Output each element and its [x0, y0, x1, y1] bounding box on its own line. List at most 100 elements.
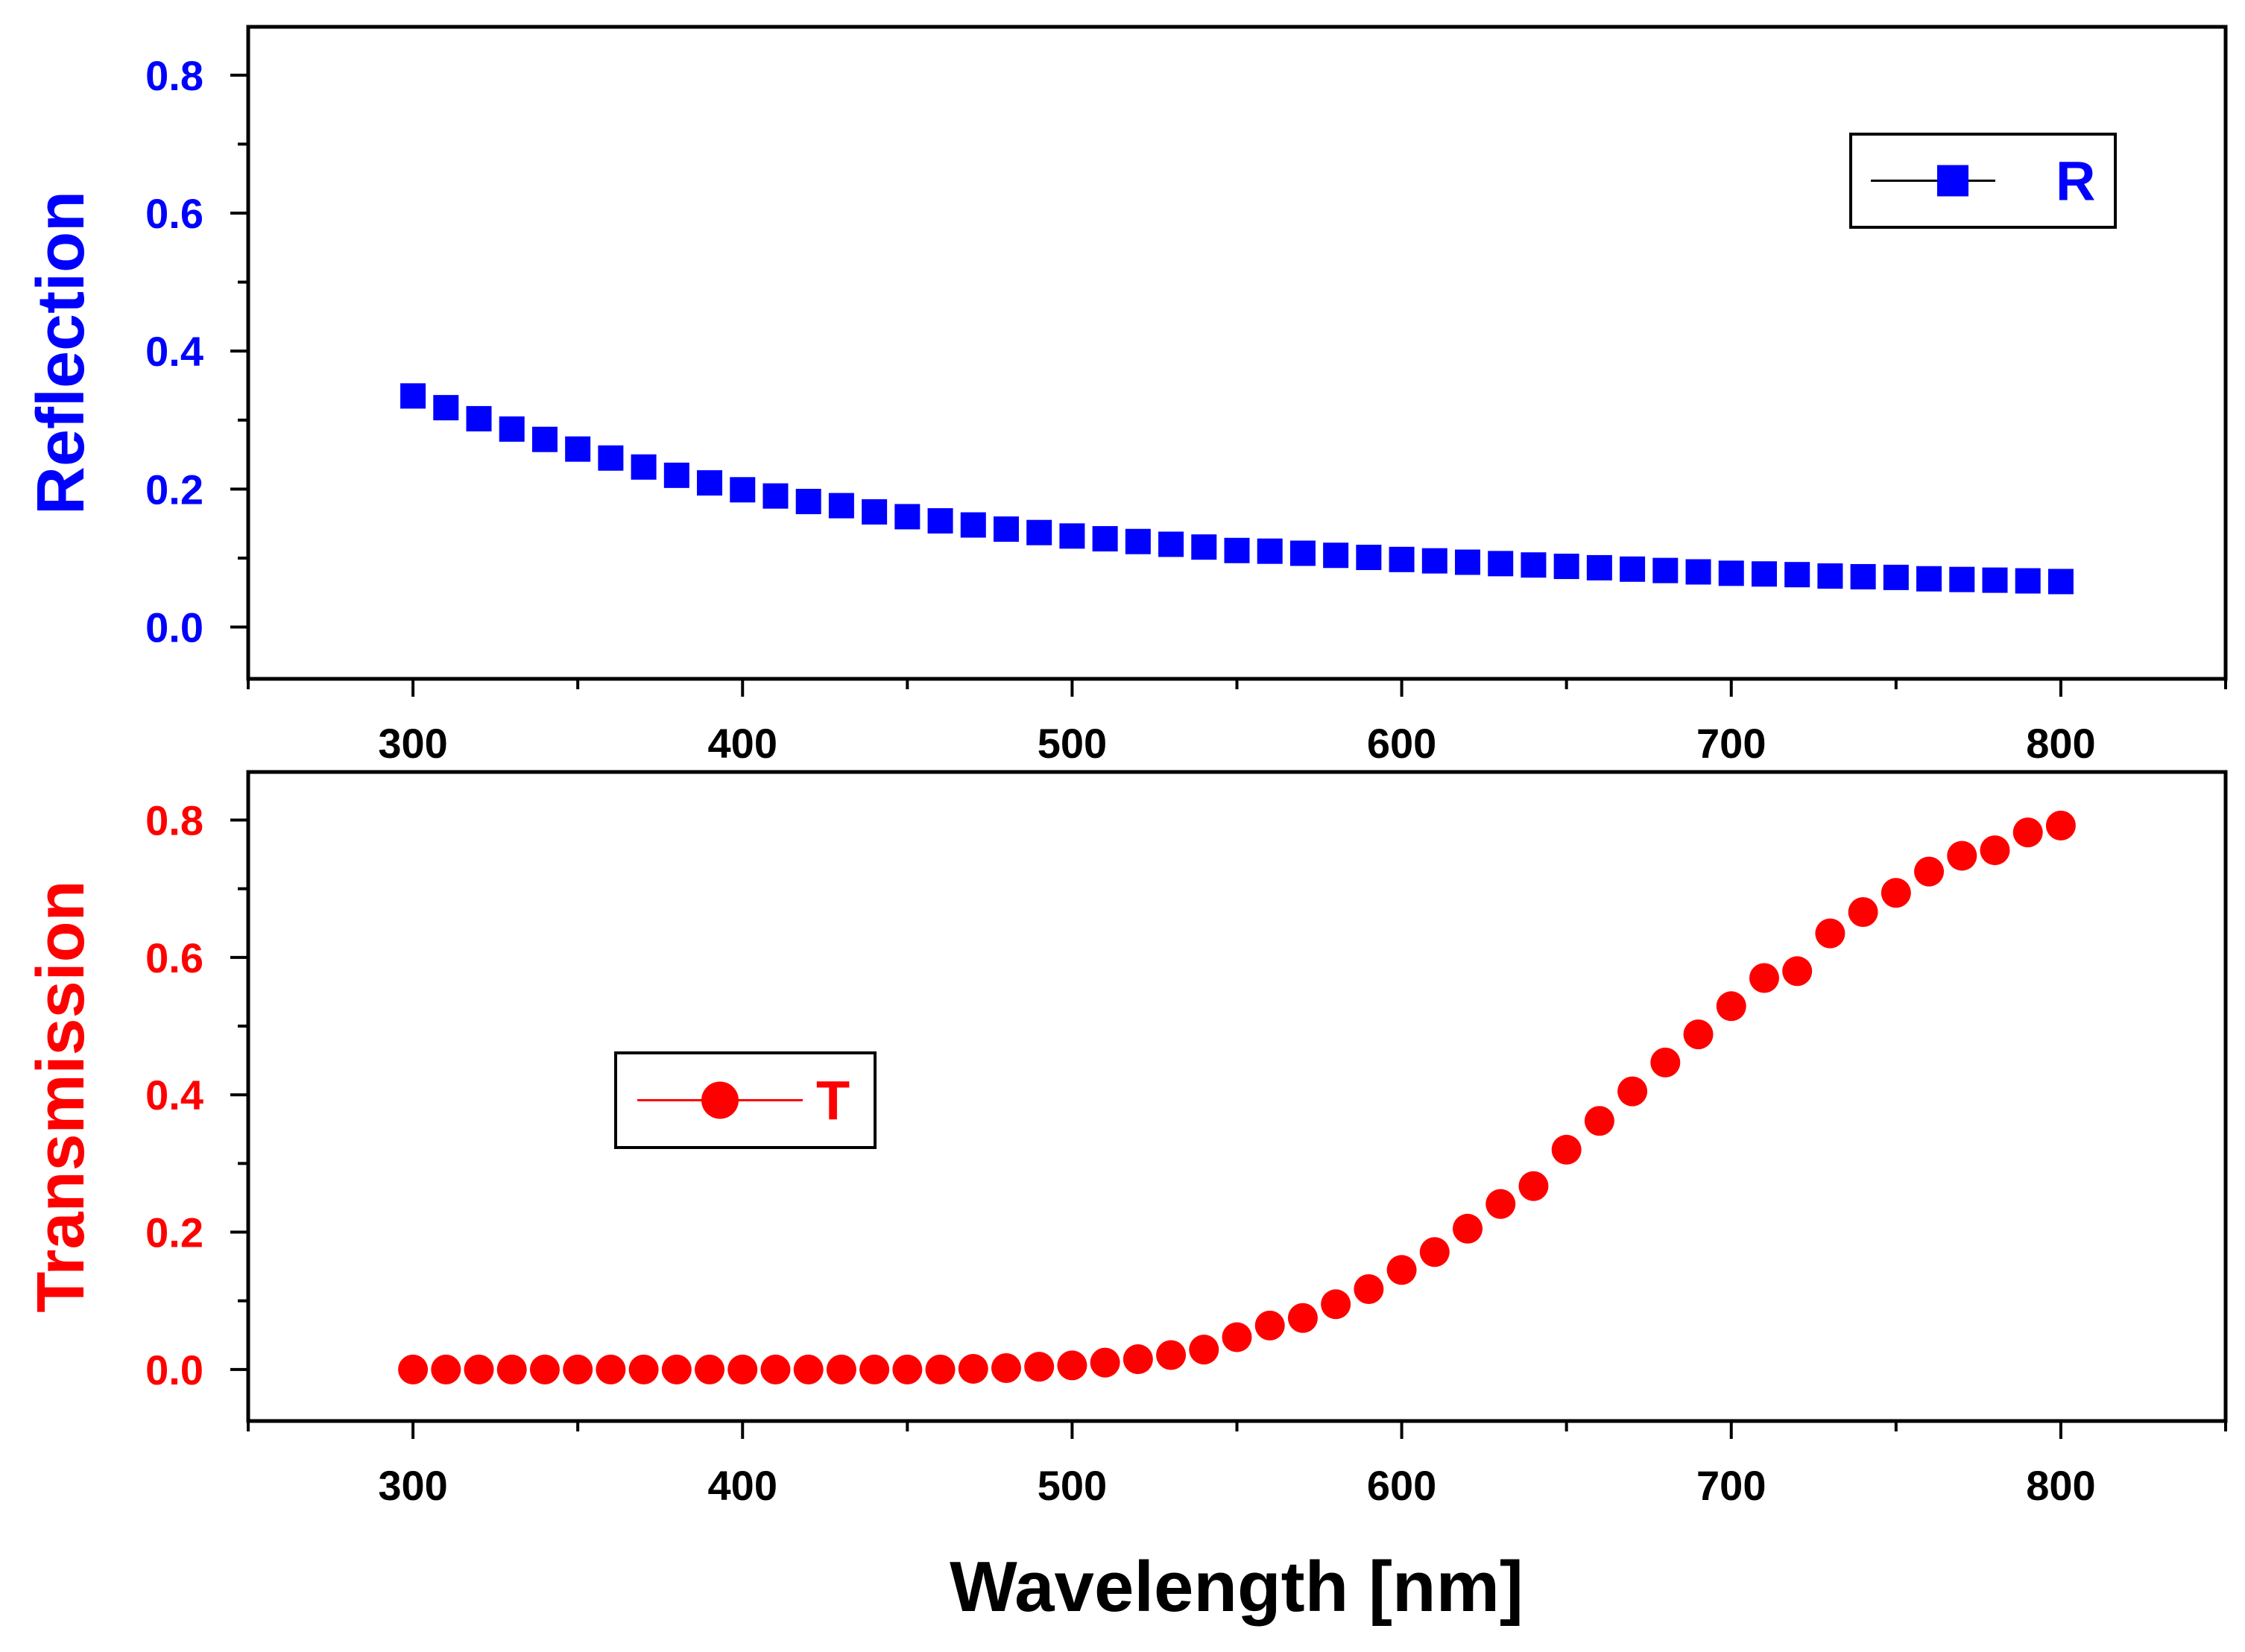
data-point: [1254, 1310, 1285, 1341]
data-point: [529, 1354, 560, 1384]
data-point: [1257, 538, 1283, 564]
data-point: [1419, 1237, 1450, 1268]
data-point: [631, 454, 657, 480]
legend-label: T: [816, 1070, 850, 1132]
data-point: [1883, 564, 1909, 590]
data-point: [1751, 561, 1777, 587]
data-point: [762, 483, 789, 509]
data-point: [1617, 1076, 1648, 1107]
data-point: [1784, 562, 1810, 588]
y-axis-label: Reflection: [24, 191, 98, 515]
data-point: [826, 1354, 856, 1384]
data-point: [398, 1354, 429, 1384]
data-point: [565, 436, 591, 462]
data-point: [795, 489, 821, 515]
data-point: [663, 462, 689, 488]
data-point: [661, 1354, 692, 1384]
data-point: [1024, 1352, 1055, 1382]
data-point: [1650, 1047, 1681, 1077]
data-point: [1982, 567, 2008, 593]
x-tick-label: 800: [2026, 1462, 2095, 1509]
data-point: [496, 1354, 527, 1384]
data-point: [1356, 545, 1382, 571]
data-point: [499, 416, 525, 442]
y-axis-label: Transmission: [24, 880, 98, 1312]
y-tick-label: 0.8: [145, 797, 203, 844]
data-point: [828, 493, 854, 519]
data-point: [1222, 1322, 1252, 1352]
transmission-panel: 300 400 500 600 700 800 0.0 0.2 0.4 0.6 0.8 Transmi…: [24, 770, 2228, 1509]
data-point: [1949, 566, 1975, 592]
data-point: [628, 1354, 659, 1384]
y-tick-label: 0.0: [145, 1346, 203, 1393]
data-point: [1584, 1106, 1614, 1136]
data-point: [1518, 1171, 1549, 1201]
y-tick-label: 0.0: [145, 604, 203, 651]
data-point: [1287, 1303, 1318, 1333]
y-tick-label: 0.2: [145, 1209, 203, 1256]
legend: R: [1849, 133, 2117, 229]
data-point: [1455, 549, 1481, 575]
x-tick-label: 600: [1367, 1462, 1436, 1509]
data-point: [1881, 878, 1911, 908]
data-point: [1224, 537, 1250, 563]
data-point: [1323, 542, 1349, 569]
y-tick-label: 0.6: [145, 190, 203, 237]
data-point: [727, 1354, 758, 1384]
data-point: [695, 1354, 725, 1384]
data-point: [433, 395, 459, 421]
data-point: [1716, 991, 1746, 1022]
x-tick-label: 400: [708, 720, 777, 767]
data-point: [1453, 1213, 1483, 1244]
data-point: [892, 1354, 923, 1384]
data-point: [2045, 810, 2076, 841]
data-point: [464, 1354, 494, 1384]
data-point: [1980, 835, 2010, 866]
data-point: [1090, 1347, 1120, 1378]
data-point: [793, 1354, 824, 1384]
data-point: [466, 405, 492, 431]
x-tick-label: 800: [2026, 720, 2095, 767]
x-tick-label: 300: [378, 720, 447, 767]
data-point: [1850, 563, 1876, 589]
data-point: [1782, 956, 1813, 987]
data-point: [1421, 548, 1447, 574]
data-point: [1848, 897, 1878, 928]
data-point: [1354, 1274, 1384, 1305]
data-point: [1122, 1344, 1153, 1375]
y-tick-label: 0.2: [145, 466, 203, 513]
data-point: [925, 1354, 956, 1384]
data-point: [993, 516, 1019, 542]
legend: T: [614, 1051, 877, 1149]
x-axis-label: Wavelength [nm]: [950, 1547, 1523, 1627]
data-point: [1916, 566, 1942, 592]
data-point: [1718, 560, 1744, 586]
data-point: [1749, 963, 1779, 993]
reflection-panel: 300 400 500 600 700 800 0.0 0.2 0.4 0.6 0.8 Reflect…: [24, 25, 2228, 767]
data-point: [1059, 523, 1085, 549]
data-point: [2015, 568, 2041, 594]
data-point: [1551, 1134, 1582, 1165]
data-point: [697, 470, 723, 496]
data-point: [991, 1353, 1021, 1384]
x-tick-label: 600: [1367, 720, 1436, 767]
data-point: [894, 504, 921, 530]
data-point: [1289, 540, 1316, 566]
data-point: [1652, 557, 1679, 583]
x-tick-label: 500: [1038, 1462, 1107, 1509]
data-point: [1553, 554, 1579, 580]
data-point: [1521, 552, 1547, 578]
data-point: [2012, 817, 2043, 848]
data-point: [730, 477, 756, 503]
data-point: [431, 1354, 461, 1384]
data-point: [1189, 1335, 1219, 1365]
data-point: [1156, 1340, 1187, 1370]
data-point: [1485, 1189, 1516, 1219]
x-tick-label: 700: [1696, 720, 1766, 767]
data-point: [760, 1354, 791, 1384]
y-tick-label: 0.6: [145, 934, 203, 981]
data-point: [927, 507, 953, 534]
data-point: [1947, 841, 1977, 871]
data-point: [1817, 563, 1843, 589]
